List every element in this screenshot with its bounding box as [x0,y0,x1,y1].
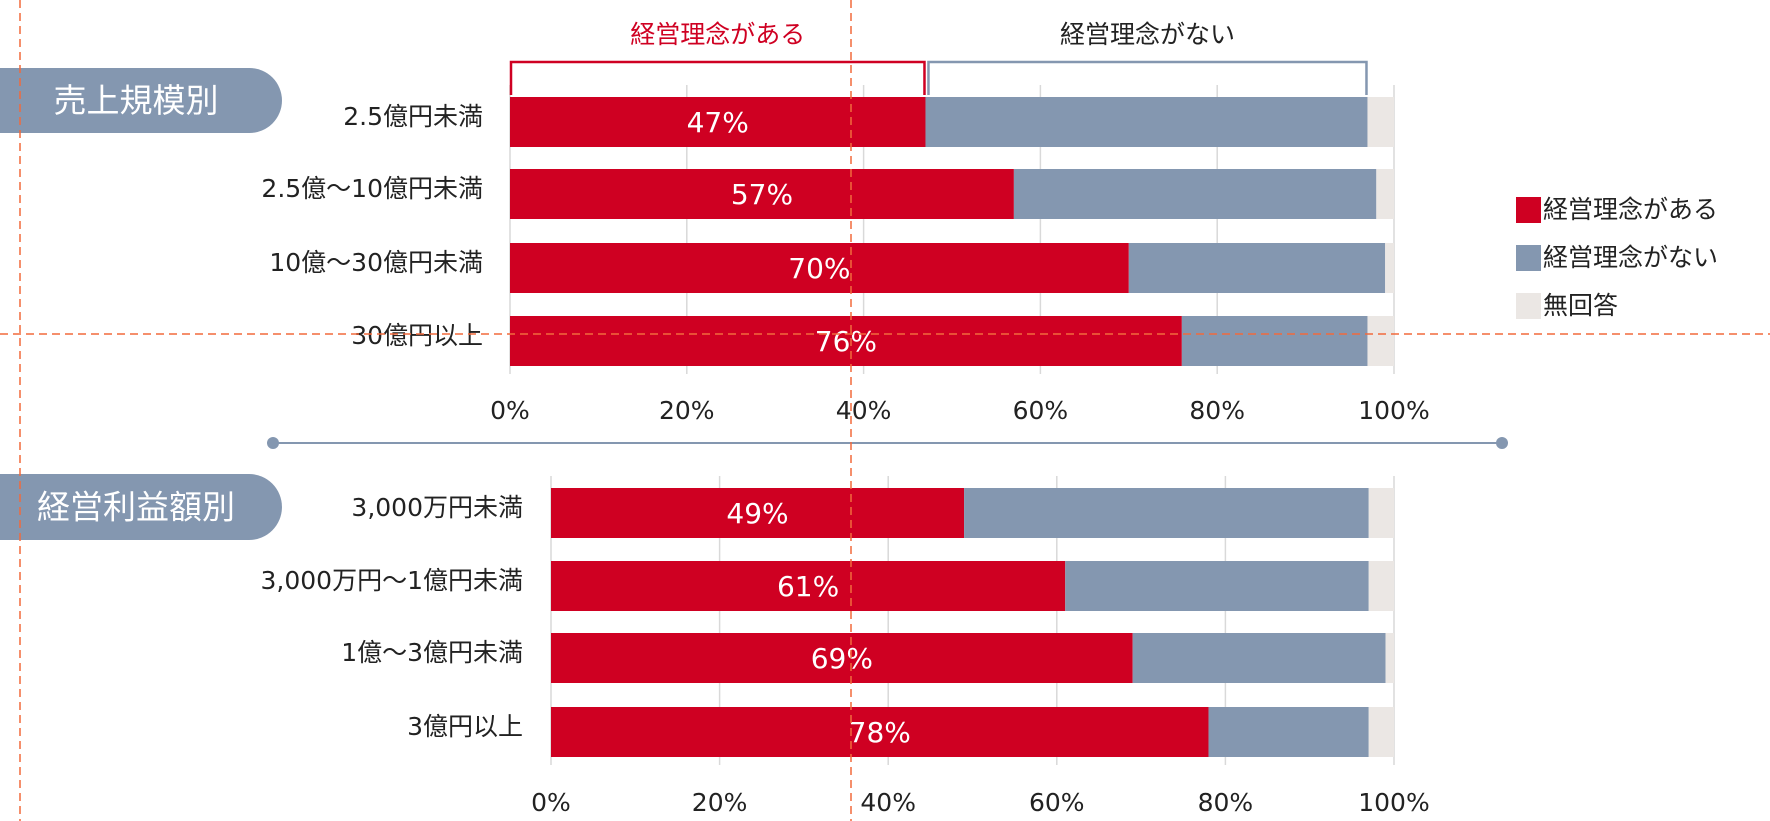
x-tick-label: 40% [836,396,892,425]
bar-segment [1013,169,1377,219]
bar-segment [1385,243,1394,293]
bar-segment [1368,561,1394,611]
value-label: 57% [731,178,793,211]
separator-dot [1496,437,1508,449]
bar-segment [1385,633,1394,683]
y-tick-label: 1億～3億円未満 [341,638,523,667]
x-tick-label: 100% [1358,788,1429,817]
x-tick-label: 0% [531,788,571,817]
bar-segment [1368,707,1394,757]
annotation: 経営理念がある [630,20,805,49]
x-tick-label: 100% [1358,396,1429,425]
section-pill [0,474,282,540]
bar-segment [1181,316,1368,366]
legend-label: 無回答 [1543,291,1618,320]
bar-segment [510,97,926,147]
value-label: 69% [811,642,873,675]
x-tick-label: 0% [490,396,530,425]
bar-segment [964,488,1369,538]
bar-segment [551,707,1209,757]
value-label: 47% [687,106,749,139]
section-pill [0,68,282,133]
legend-label: 経営理念がある [1543,195,1718,224]
legend-swatch [1516,245,1541,271]
bracket [509,60,926,95]
bar-segment [1367,97,1394,147]
annotation: 経営理念がない [1060,20,1235,49]
x-tick-label: 20% [692,788,748,817]
separator-dot [267,437,279,449]
bar-segment [925,97,1368,147]
y-tick-label: 2.5億～10億円未満 [261,174,483,203]
bar-segment [551,561,1066,611]
bar-segment [1368,488,1394,538]
bar-segment [1376,169,1394,219]
bar-segment [1065,561,1369,611]
value-label: 49% [726,497,788,530]
value-label: 70% [788,252,850,285]
x-tick-label: 80% [1198,788,1254,817]
legend-swatch [1516,293,1541,319]
bar-segment [510,243,1129,293]
bar-segment [551,488,965,538]
x-tick-label: 20% [659,396,715,425]
x-tick-label: 60% [1013,396,1069,425]
x-tick-label: 60% [1029,788,1085,817]
bar-segment [1132,633,1386,683]
bar-segment [510,169,1014,219]
bracket [927,60,1368,95]
section-title: 経営利益額別 [37,488,235,527]
value-label: 61% [777,570,839,603]
value-label: 78% [849,716,911,749]
legend-swatch [1516,197,1541,223]
y-tick-label: 10億～30億円未満 [269,248,483,277]
y-tick-label: 3,000万円～1億円未満 [261,566,523,595]
bar-segment [1367,316,1394,366]
bar-segment [1208,707,1369,757]
legend-label: 経営理念がない [1543,243,1718,272]
y-tick-label: 3億円以上 [407,712,523,741]
x-tick-label: 40% [860,788,916,817]
value-label: 76% [815,325,877,358]
bar-segment [1128,243,1386,293]
bar-segment [551,633,1133,683]
bar-segment [510,316,1182,366]
y-tick-label: 2.5億円未満 [343,102,483,131]
y-tick-label: 30億円以上 [351,321,483,350]
y-tick-label: 3,000万円未満 [351,493,523,522]
x-tick-label: 80% [1189,396,1245,425]
section-title: 売上規模別 [54,81,219,120]
